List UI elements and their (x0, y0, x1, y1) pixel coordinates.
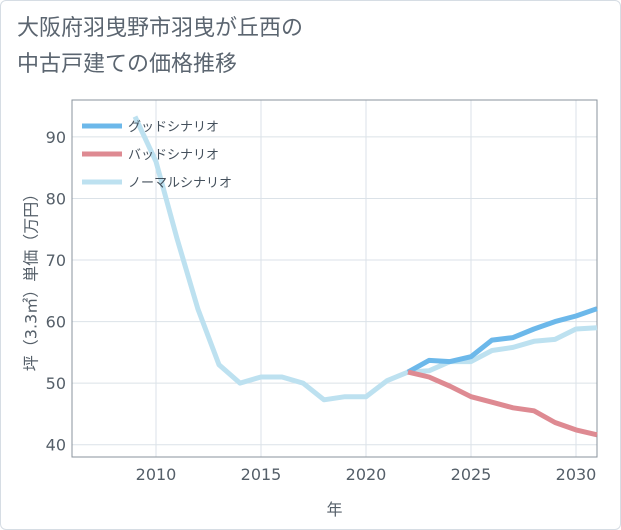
series-line-2 (132, 115, 598, 403)
legend-label: ノーマルシナリオ (128, 176, 232, 191)
plot-frame (71, 99, 598, 458)
grid-lines (72, 100, 597, 457)
x-tick-label: 2020 (346, 465, 387, 484)
y-axis-title: 坪（3.3㎡）単価（万円） (22, 186, 41, 371)
x-tick-label: 2025 (451, 465, 492, 484)
y-tick-label: 50 (46, 374, 66, 393)
y-tick-label: 60 (46, 313, 66, 332)
x-axis-title: 年 (326, 500, 342, 519)
x-tick-label: 2010 (136, 465, 177, 484)
legend-label: バッドシナリオ (128, 148, 219, 163)
series-line-1 (407, 369, 598, 438)
y-tick-label: 70 (46, 251, 66, 270)
y-tick-label: 40 (46, 436, 66, 455)
x-tick-label: 2015 (241, 465, 282, 484)
chart-title: 大阪府羽曳野市羽曳が丘西の 中古戸建ての価格推移 (17, 11, 577, 83)
title-line-1: 大阪府羽曳野市羽曳が丘西の (17, 16, 304, 41)
legend-label: グッドシナリオ (128, 120, 219, 135)
series-lines (132, 115, 598, 438)
title-line-2: 中古戸建ての価格推移 (17, 52, 238, 77)
x-tick-label: 2030 (556, 465, 597, 484)
series-line-0 (406, 306, 598, 375)
y-tick-label: 90 (46, 128, 66, 147)
tick-labels: 2010 2015 2020 2025 2030 40 50 60 70 80 90 (46, 128, 597, 484)
y-tick-label: 80 (46, 189, 66, 208)
